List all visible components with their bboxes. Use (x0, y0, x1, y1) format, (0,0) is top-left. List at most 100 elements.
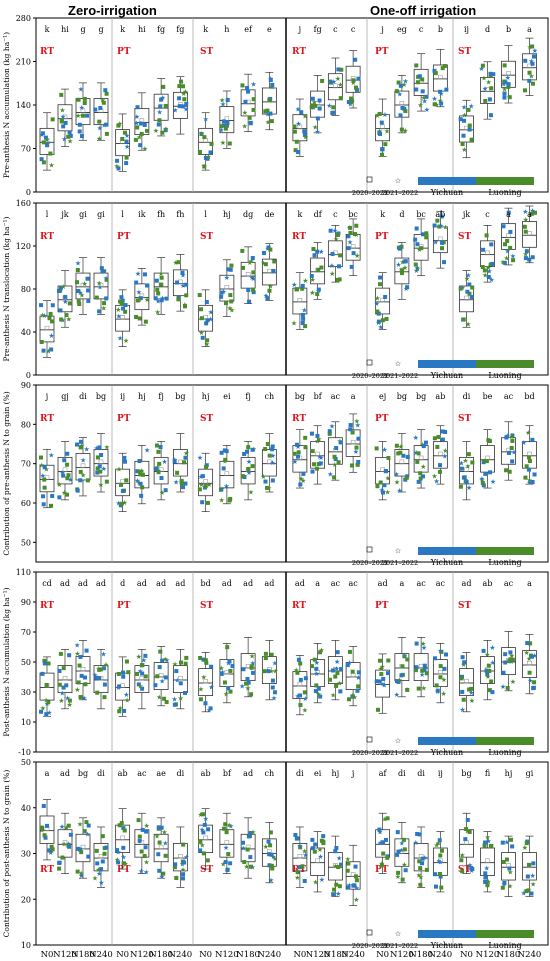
data-point (266, 839, 271, 844)
data-point (200, 474, 205, 479)
data-point-star: ★ (522, 250, 528, 258)
data-point-star: ★ (507, 868, 513, 876)
data-point (318, 650, 323, 655)
legend-label-year2: 2021–2022 (382, 942, 418, 950)
data-point-star: ★ (437, 97, 443, 105)
data-point (509, 837, 514, 842)
data-point-star: ★ (158, 270, 164, 278)
data-point (318, 694, 323, 699)
box (501, 437, 516, 465)
data-point-star: ★ (317, 853, 323, 861)
data-point (42, 485, 47, 490)
data-point (303, 435, 308, 440)
data-point (124, 139, 129, 144)
data-point-star: ★ (74, 642, 80, 650)
data-point (156, 852, 161, 857)
data-point (268, 247, 273, 252)
data-point-star: ★ (97, 283, 103, 291)
data-point-star: ★ (155, 298, 161, 306)
data-point-star: ★ (394, 691, 400, 699)
data-point (532, 680, 537, 685)
data-point (378, 480, 383, 485)
data-point (161, 871, 166, 876)
data-point-star: ★ (395, 873, 401, 881)
y-tick-label: 80 (21, 420, 31, 429)
data-point-star: ★ (478, 65, 484, 73)
data-point-star: ★ (468, 689, 474, 697)
data-point (266, 245, 271, 250)
data-point (85, 276, 90, 281)
data-point (530, 437, 535, 442)
data-point (531, 54, 536, 59)
significance-letter: ad (222, 579, 232, 588)
data-point (504, 857, 509, 862)
box-group: ★★★★ (522, 37, 538, 96)
data-point (440, 429, 445, 434)
data-point (135, 298, 140, 303)
data-point-star: ★ (337, 81, 343, 89)
data-point-star: ★ (134, 113, 140, 121)
data-point (40, 671, 45, 676)
data-point-star: ★ (270, 853, 276, 861)
data-point-star: ★ (313, 878, 319, 886)
data-point-star: ★ (459, 852, 465, 860)
data-point (133, 137, 138, 142)
data-point (302, 878, 307, 883)
data-point (394, 89, 399, 94)
data-point (503, 242, 508, 247)
data-point (197, 487, 202, 492)
data-point (156, 470, 161, 475)
data-point (143, 674, 148, 679)
data-point (180, 270, 185, 275)
data-point-star: ★ (507, 883, 513, 891)
data-point (251, 670, 256, 675)
data-point (119, 501, 124, 506)
data-point (134, 314, 139, 319)
data-point (414, 226, 419, 231)
data-point (159, 97, 164, 102)
data-point (139, 493, 144, 498)
y-tick-label: 40 (21, 328, 31, 337)
box (261, 258, 277, 286)
data-point (488, 71, 493, 76)
mean-marker (98, 853, 104, 859)
data-point-star: ★ (82, 280, 88, 288)
data-point (58, 308, 63, 313)
significance-letter: ac (349, 579, 359, 588)
data-point-star: ★ (295, 120, 301, 128)
legend-marker-year1 (366, 736, 373, 743)
data-point (491, 72, 496, 77)
data-point (137, 834, 142, 839)
data-point (469, 137, 474, 142)
data-point-star: ★ (180, 282, 186, 290)
data-point-star: ★ (84, 445, 90, 453)
box-group: ★★★★ (57, 812, 73, 874)
data-point (77, 129, 82, 134)
data-point-star: ★ (61, 840, 67, 848)
data-point (267, 453, 272, 458)
box-group: ★★★★ (375, 812, 391, 874)
data-point (124, 659, 129, 664)
mean-marker (438, 451, 443, 457)
significance-letter: fj (158, 392, 163, 401)
box-group: ★★★★ (480, 640, 496, 701)
data-point (416, 479, 421, 484)
box-group: ★★★★ (57, 649, 73, 710)
data-point (75, 442, 80, 447)
box (459, 668, 474, 696)
data-point-star: ★ (438, 90, 444, 98)
data-point (158, 104, 163, 109)
data-point (39, 157, 44, 162)
data-point (179, 478, 184, 483)
data-point (397, 246, 402, 251)
data-point-star: ★ (161, 828, 167, 836)
mean-marker (80, 108, 86, 113)
box-group: ★★★★ (292, 98, 309, 157)
significance-letter: g (80, 25, 85, 34)
data-point (138, 143, 143, 148)
data-point (219, 124, 224, 129)
data-point (75, 488, 80, 493)
data-point (79, 673, 84, 678)
tillage-label: ST (458, 414, 471, 424)
data-point (182, 304, 187, 309)
